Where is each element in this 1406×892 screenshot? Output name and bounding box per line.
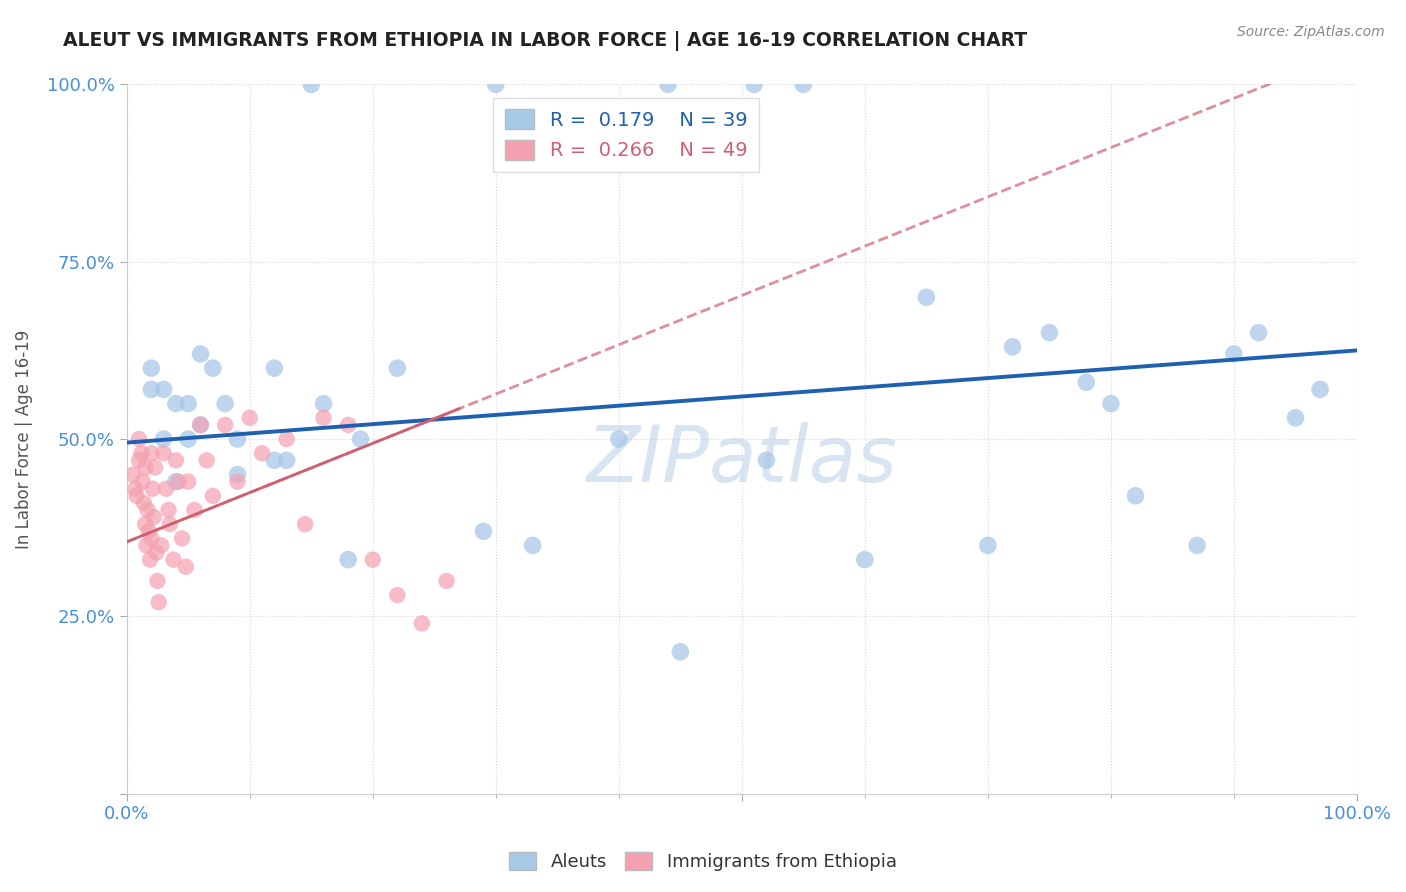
Point (134, 460, 156, 475)
Point (146, 574, 169, 588)
Point (128, 453, 150, 467)
Point (276, 432, 298, 446)
Point (165, 475, 187, 489)
Point (128, 432, 150, 446)
Point (607, 432, 630, 446)
Text: Source: ZipAtlas.com: Source: ZipAtlas.com (1237, 25, 1385, 39)
Point (162, 552, 184, 566)
Y-axis label: In Labor Force | Age 16-19: In Labor Force | Age 16-19 (15, 329, 32, 549)
Point (1223, 347, 1246, 361)
Point (792, 78, 814, 92)
Point (142, 510, 165, 524)
Point (174, 559, 197, 574)
Point (1099, 396, 1122, 410)
Point (214, 396, 236, 410)
Point (436, 574, 458, 588)
Point (131, 475, 153, 489)
Point (1309, 383, 1331, 397)
Point (148, 595, 170, 609)
Point (1125, 489, 1147, 503)
Point (190, 417, 212, 432)
Point (152, 432, 174, 446)
Point (150, 538, 173, 552)
Point (226, 467, 249, 482)
Point (742, 78, 765, 92)
Point (143, 460, 166, 475)
Point (226, 475, 249, 489)
Point (669, 645, 692, 659)
Legend: R =  0.179    N = 39, R =  0.266    N = 49: R = 0.179 N = 39, R = 0.266 N = 49 (494, 98, 759, 172)
Point (170, 532, 193, 546)
Point (226, 432, 249, 446)
Point (152, 446, 174, 460)
Point (141, 446, 163, 460)
Point (239, 410, 262, 425)
Point (1076, 376, 1098, 390)
Point (472, 524, 495, 539)
Point (337, 552, 360, 566)
Point (1038, 326, 1060, 340)
Point (276, 453, 298, 467)
Point (1247, 326, 1270, 340)
Point (190, 417, 212, 432)
Point (853, 552, 876, 566)
Point (657, 78, 679, 92)
Point (337, 417, 360, 432)
Point (141, 532, 163, 546)
Point (125, 489, 148, 503)
Point (141, 383, 163, 397)
Point (177, 396, 200, 410)
Point (121, 467, 143, 482)
Point (152, 383, 174, 397)
Point (195, 453, 218, 467)
Point (183, 503, 205, 517)
Legend: Aleuts, Immigrants from Ethiopia: Aleuts, Immigrants from Ethiopia (502, 845, 904, 879)
Point (1284, 410, 1306, 425)
Point (411, 616, 433, 631)
Point (201, 489, 224, 503)
Point (157, 503, 180, 517)
Point (755, 453, 778, 467)
Point (387, 588, 409, 602)
Point (485, 78, 508, 92)
Point (201, 361, 224, 376)
Point (165, 453, 187, 467)
Point (294, 517, 316, 532)
Point (159, 517, 181, 532)
Text: ZIPatlas: ZIPatlas (586, 422, 897, 499)
Point (139, 552, 162, 566)
Point (177, 432, 200, 446)
Point (165, 396, 187, 410)
Point (190, 347, 212, 361)
Point (522, 538, 544, 552)
Point (349, 432, 371, 446)
Point (214, 417, 236, 432)
Point (312, 410, 335, 425)
Point (1185, 538, 1208, 552)
Point (361, 552, 384, 566)
Point (915, 290, 938, 304)
Point (250, 446, 273, 460)
Point (167, 475, 190, 489)
Text: ALEUT VS IMMIGRANTS FROM ETHIOPIA IN LABOR FORCE | AGE 16-19 CORRELATION CHART: ALEUT VS IMMIGRANTS FROM ETHIOPIA IN LAB… (63, 31, 1028, 51)
Point (155, 482, 177, 496)
Point (263, 453, 285, 467)
Point (138, 524, 160, 539)
Point (135, 538, 157, 552)
Point (134, 517, 156, 532)
Point (124, 482, 146, 496)
Point (977, 538, 1000, 552)
Point (387, 361, 409, 376)
Point (141, 482, 163, 496)
Point (1001, 340, 1024, 354)
Point (299, 78, 322, 92)
Point (132, 496, 155, 510)
Point (312, 396, 335, 410)
Point (145, 545, 167, 559)
Point (263, 361, 285, 376)
Point (177, 475, 200, 489)
Point (131, 446, 153, 460)
Point (136, 503, 159, 517)
Point (141, 361, 163, 376)
